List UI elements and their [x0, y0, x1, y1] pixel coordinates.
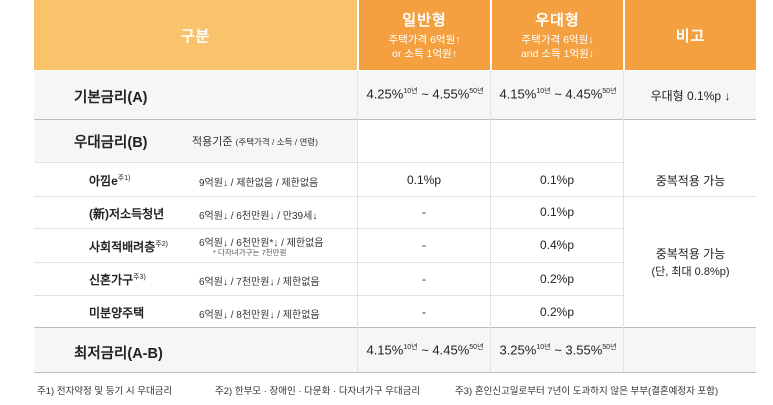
row-label: 아낌e주1)	[89, 172, 130, 189]
header-general-sub: 주택가격 6억원↑ or 소득 1억원↑	[389, 33, 461, 61]
row-label-text: 아낌e	[89, 174, 118, 188]
base-rate-general-sep: ~	[417, 86, 433, 102]
divider	[34, 295, 623, 296]
row-criteria: 9억원↓ / 제한없음 / 제한없음	[199, 178, 319, 189]
min-rate-general-to-sup: 50년	[469, 344, 484, 351]
row-label-text: 사회적배려층	[89, 240, 156, 254]
pref-rate-criteria-label: 적용기준	[192, 136, 233, 148]
divider	[34, 262, 623, 263]
base-rate-pref-to: 4.45%	[565, 86, 603, 102]
divider	[34, 196, 756, 197]
row-preferential-value: 0.4%p	[539, 238, 575, 252]
divider	[34, 119, 756, 120]
min-rate-pref-sep: ~	[550, 342, 566, 358]
row-criteria: 6억원↓ / 7천만원↓ / 제한없음	[199, 277, 320, 288]
base-rate-label: 기본금리(A)	[74, 90, 148, 106]
base-rate-general: 4.25%10년 ~ 4.55%50년	[364, 86, 486, 101]
base-rate-pref-from: 4.15%	[499, 86, 537, 102]
row-label-text: 미분양주택	[89, 306, 145, 320]
base-rate-preferential: 4.15%10년 ~ 4.45%50년	[497, 86, 619, 101]
remarks-second-line1: 중복적용 가능	[655, 247, 726, 261]
header-preferential-sub: 주택가격 6억원↓ and 소득 1억원↓	[521, 33, 594, 61]
row-general-value: -	[422, 305, 426, 319]
row-criteria: 6억원↓ / 8천만원↓ / 제한없음	[199, 310, 320, 321]
footnote-1: 주1) 전자약정 및 등기 시 우대금리	[37, 386, 173, 397]
row-preferential-value: 0.2%p	[539, 272, 575, 286]
divider	[34, 162, 623, 163]
header-remarks-title: 비고	[675, 27, 706, 45]
row-label: (新)저소득청년	[89, 205, 164, 222]
min-rate-pref-from-sup: 10년	[536, 344, 551, 351]
header-category-title: 구분	[180, 27, 211, 45]
divider	[34, 228, 623, 229]
footnote-2: 주2) 한부모 · 장애인 · 다문화 · 다자녀가구 우대금리	[215, 386, 421, 397]
min-rate-pref-to-sup: 50년	[602, 344, 617, 351]
header-general: 일반형 주택가격 6억원↑ or 소득 1억원↑	[359, 0, 490, 70]
header-preferential-title: 우대형	[535, 12, 580, 29]
row-general-value: 0.1%p	[406, 173, 442, 187]
row-label-sup: 주1)	[117, 175, 131, 182]
min-rate-general-from: 4.15%	[366, 342, 404, 358]
pref-rate-head-bg	[34, 120, 357, 162]
row-label-text: 신혼가구	[89, 273, 134, 287]
base-rate-pref-from-sup: 10년	[536, 88, 551, 95]
min-rate-pref-to: 3.55%	[565, 342, 603, 358]
base-rate-pref-to-sup: 50년	[602, 88, 617, 95]
min-rate-general-to: 4.45%	[432, 342, 470, 358]
row-general-value: -	[422, 205, 426, 219]
min-rate-general-sep: ~	[417, 342, 433, 358]
row-preferential-value: 0.1%p	[539, 173, 575, 187]
pref-rate-label: 우대금리(B)	[74, 135, 148, 151]
min-rate-general: 4.15%10년 ~ 4.45%50년	[364, 342, 486, 357]
header-preferential: 우대형 주택가격 6억원↓ and 소득 1억원↓	[492, 0, 623, 70]
row-label: 미분양주택	[89, 304, 144, 321]
footnote-3: 주3) 혼인신고일로부터 7년이 도과하지 않은 부부(결혼예정자 포함)	[455, 386, 719, 397]
header-preferential-line1: 주택가격 6억원↓	[521, 34, 594, 46]
base-rate-general-to-sup: 50년	[469, 88, 484, 95]
base-rate-general-to: 4.55%	[432, 86, 470, 102]
row-preferential-value: 0.1%p	[539, 205, 575, 219]
header-remarks: 비고	[625, 0, 756, 70]
header-preferential-line2: and 소득 1억원↓	[520, 48, 595, 60]
base-rate-row-bg	[34, 71, 756, 119]
header-general-title: 일반형	[402, 12, 447, 29]
base-rate-general-from-sup: 10년	[403, 88, 418, 95]
row-criteria-note: * 다자녀가구는 7천만원	[213, 248, 287, 257]
min-rate-general-from-sup: 10년	[403, 344, 418, 351]
min-rate-preferential: 3.25%10년 ~ 3.55%50년	[497, 342, 619, 357]
min-rate-label: 최저금리(A-B)	[74, 346, 163, 362]
divider	[34, 372, 756, 373]
row-label-sup: 주2)	[155, 241, 168, 248]
min-rate-row-bg	[34, 328, 756, 372]
row-criteria: 6억원↓ / 6천만원*↓ / 제한없음	[199, 238, 324, 249]
min-rate-pref-from: 3.25%	[499, 342, 537, 358]
remarks-second-line2: (단, 최대 0.8%p)	[651, 266, 730, 278]
column-divider	[623, 71, 624, 372]
divider	[34, 327, 756, 328]
row-general-value: -	[422, 238, 426, 252]
header-general-line1: 주택가격 6억원↑	[388, 34, 461, 46]
remarks-first: 중복적용 가능	[655, 174, 726, 188]
column-divider	[490, 71, 491, 372]
row-label: 신혼가구주3)	[89, 271, 146, 288]
column-divider	[357, 71, 358, 372]
row-label-text: (新)저소득청년	[89, 207, 165, 221]
row-preferential-value: 0.2%p	[539, 305, 575, 319]
header-category: 구분	[34, 0, 357, 70]
row-label-sup: 주3)	[133, 274, 146, 281]
base-rate-pref-sep: ~	[550, 86, 566, 102]
row-general-value: -	[422, 272, 426, 286]
row-label: 사회적배려층주2)	[89, 238, 168, 255]
header-general-line2: or 소득 1억원↑	[392, 48, 457, 60]
pref-rate-criteria: 적용기준 (주택가격 / 소득 / 연령)	[192, 133, 318, 149]
row-criteria: 6억원↓ / 6천만원↓ / 만39세↓	[199, 211, 318, 222]
pref-rate-criteria-detail: (주택가격 / 소득 / 연령)	[235, 137, 318, 147]
base-rate-general-from: 4.25%	[366, 86, 404, 102]
base-rate-note: 우대형 0.1%p ↓	[650, 89, 731, 103]
